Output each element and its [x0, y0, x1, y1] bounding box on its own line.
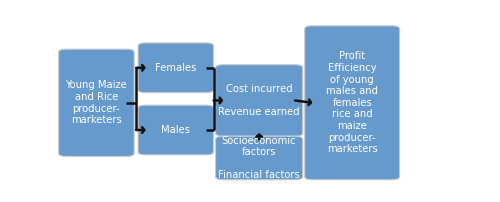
Text: Females: Females [155, 63, 196, 73]
FancyBboxPatch shape [138, 43, 214, 93]
FancyBboxPatch shape [216, 65, 303, 136]
Text: Profit
Efficiency
of young
males and
females
rice and
maize
producer-
marketers: Profit Efficiency of young males and fem… [326, 51, 378, 154]
Text: Cost incurred

Revenue earned: Cost incurred Revenue earned [218, 84, 300, 117]
FancyBboxPatch shape [58, 49, 134, 156]
FancyBboxPatch shape [216, 136, 303, 180]
Text: Males: Males [162, 125, 190, 135]
FancyBboxPatch shape [304, 26, 400, 180]
Text: Socioeconomic
factors

Financial factors: Socioeconomic factors Financial factors [218, 136, 300, 180]
FancyBboxPatch shape [138, 105, 214, 155]
Text: Young Maize
and Rice
producer-
marketers: Young Maize and Rice producer- marketers [66, 80, 128, 125]
